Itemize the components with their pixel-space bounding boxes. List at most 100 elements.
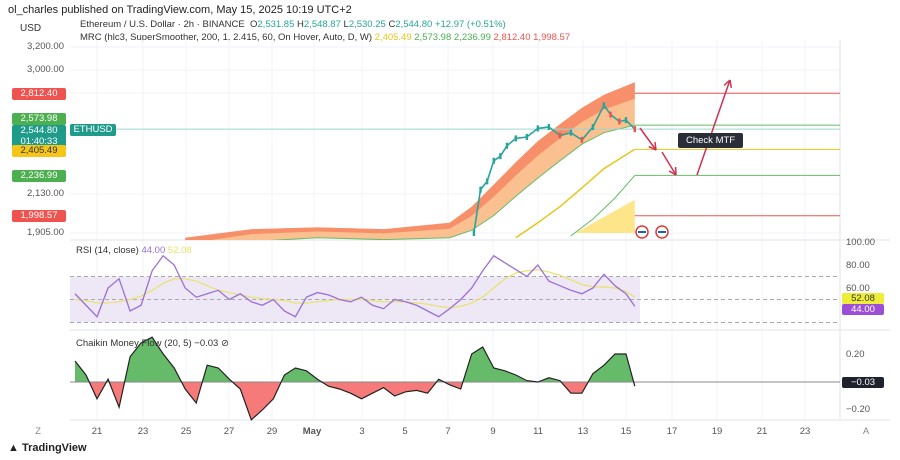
price-candle [602,102,606,109]
mrc-upper-outer-value: 2,812.40 [493,32,531,43]
hide-icon[interactable]: ⊘ [220,338,229,349]
rsi-value-tag: 44.00 [842,304,884,315]
cmf-positive-area [75,337,635,382]
mrc-mean-value: 2,405.49 [374,32,412,43]
price-candle [479,186,482,193]
cmf-line [74,336,636,421]
price-tag-current: 2,544.80 01:40:33 [12,125,66,148]
mrc-upper-inner-line [269,124,635,240]
price-candle [547,124,551,131]
drawn-arrow [661,151,677,176]
price-tick: 2,130.00 [27,188,64,199]
low-label: L [343,19,349,30]
price-candle [505,142,509,149]
annotation-check-mtf[interactable]: Check MTF [678,133,744,148]
date-label: 9 [490,426,496,437]
low-value: 2,530.25 [348,19,386,30]
price-candle [525,133,529,140]
date-label: 13 [577,426,589,437]
symbol-description: Ethereum / U.S. Dollar · 2h · BINANCE [80,19,245,30]
arrow-head [729,79,733,89]
mrc-lower-cloud [575,199,635,233]
date-label: 11 [533,426,543,437]
price-tick: 3,000.00 [27,64,64,75]
cmf-value: −0.03 [194,338,219,349]
logo-text: TradingView [21,442,87,454]
high-label: H [297,19,304,30]
price-candle [536,125,540,132]
date-label: 29 [266,426,278,437]
price-candle [514,135,517,142]
rsi-legend[interactable]: RSI (14, close) 44.00 52.08 [76,245,192,256]
cmf-legend[interactable]: Chaikin Money Flow (20, 5) −0.03 ⊘ [76,338,229,349]
cmf-value-tag: −0.03 [842,377,884,388]
open-value: 2,531.85 [257,19,295,30]
date-label: 21 [756,426,768,437]
arrow-head [654,141,657,151]
mrc-lower-inner-line [570,175,636,237]
mrc-lower-inner-value: 2,236.99 [453,32,491,43]
date-label: 21 [91,426,103,437]
price-candle [618,118,621,125]
cmf-tick: −0.20 [846,404,871,415]
price-tag-mean: 2,405.49 [12,145,66,157]
rsi-ma-tag: 52.08 [842,293,884,304]
price-tick: 1,905.00 [27,227,64,238]
current-price: 2,544.80 [20,125,58,136]
date-label: 23 [137,426,149,437]
rsi-line [74,254,636,318]
price-candle [485,178,489,185]
rsi-ma-value: 52.08 [167,245,192,256]
rsi-tick: 60.00 [846,283,870,294]
rsi-tick: 80.00 [846,260,870,271]
price-tag-lower-outer: 1,998.57 [12,210,66,222]
drawn-arrow [639,127,657,151]
cmf-title: Chaikin Money Flow (20, 5) [76,338,192,349]
auto-scale-button[interactable]: A [862,426,870,437]
event-icon-stripe [638,231,646,233]
high-value: 2,548.87 [303,19,341,30]
date-label: May [302,426,322,437]
price-candle [609,111,612,118]
indicator-name: MRC (hlc3, SuperSmoother, 200, 1, 2.415,… [80,32,372,43]
event-icon-stripe [658,231,666,233]
drawn-arrow [696,79,731,176]
price-candle [472,229,476,236]
price-candle [591,124,595,131]
date-label: 15 [620,426,632,437]
arrow-head [648,145,657,151]
mrc-lower-outer-value: 1,998.57 [533,32,571,43]
date-label: 5 [402,426,408,437]
rsi-tick: 100.00 [846,237,876,248]
price-candle [624,117,628,124]
date-label: 25 [180,426,192,437]
mrc-upper-cloud-outer [185,82,635,240]
date-label: 17 [666,426,678,437]
price-tag-upper-inner: 2,573.98 [12,113,66,125]
arrow-head [668,170,677,176]
close-label: C [388,19,396,30]
close-value: 2,544.80 [395,19,433,30]
date-label: 27 [223,426,235,437]
price-candle [499,153,502,160]
change-value: +12.97 (+0.51%) [434,19,506,30]
mrc-upper-cloud [185,82,635,240]
price-tag-lower-inner: 2,236.99 [12,170,66,182]
symbol-tag: ETHUSD [70,124,116,136]
date-label: 23 [799,426,811,437]
price-candle [580,136,584,143]
price-candle [492,157,495,164]
goto-date-button[interactable]: Z [35,426,41,437]
currency-label: USD [20,23,42,34]
publisher-caption: ol_charles published on TradingView.com,… [8,4,352,16]
mrc-mean-line [515,148,636,239]
cmf-tick: 0.20 [846,349,865,360]
price-tick: 3,200.00 [27,41,64,52]
date-label: 19 [711,426,723,437]
bar-countdown: 01:40:33 [20,136,58,147]
indicator-legend[interactable]: MRC (hlc3, SuperSmoother, 200, 1, 2.415,… [80,32,570,43]
rsi-title: RSI (14, close) [76,245,139,256]
arrow-head [723,79,731,86]
price-candle [558,132,562,139]
